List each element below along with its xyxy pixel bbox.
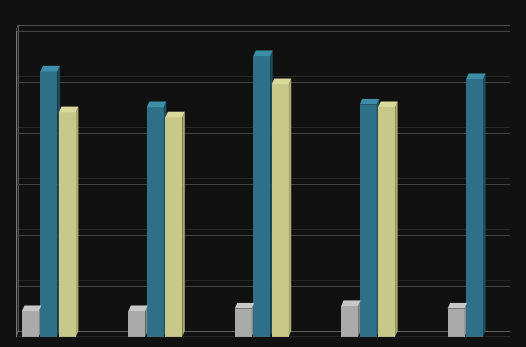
Bar: [341, 306, 358, 337]
Polygon shape: [272, 78, 291, 84]
Polygon shape: [235, 303, 254, 308]
Polygon shape: [147, 101, 166, 107]
Polygon shape: [289, 78, 291, 337]
Polygon shape: [128, 305, 148, 311]
Polygon shape: [164, 101, 166, 337]
Polygon shape: [183, 112, 185, 337]
Polygon shape: [39, 305, 42, 337]
Polygon shape: [378, 101, 398, 107]
Bar: [165, 117, 183, 337]
Polygon shape: [57, 66, 60, 337]
Polygon shape: [464, 303, 467, 337]
Bar: [272, 84, 289, 337]
Bar: [41, 71, 57, 337]
Bar: [466, 79, 483, 337]
Polygon shape: [466, 74, 485, 79]
Polygon shape: [59, 107, 78, 112]
Polygon shape: [395, 101, 398, 337]
Bar: [360, 104, 377, 337]
Bar: [147, 107, 164, 337]
Polygon shape: [358, 301, 361, 337]
Polygon shape: [145, 305, 148, 337]
Polygon shape: [76, 107, 78, 337]
Bar: [59, 112, 76, 337]
Polygon shape: [254, 51, 272, 56]
Polygon shape: [448, 303, 467, 308]
Polygon shape: [360, 99, 379, 104]
Bar: [235, 308, 252, 337]
Polygon shape: [22, 305, 42, 311]
Bar: [448, 308, 464, 337]
Bar: [128, 311, 145, 337]
Bar: [254, 56, 270, 337]
Bar: [22, 311, 39, 337]
Bar: [378, 107, 395, 337]
Polygon shape: [483, 74, 485, 337]
Polygon shape: [270, 51, 272, 337]
Polygon shape: [377, 99, 379, 337]
Polygon shape: [252, 303, 254, 337]
Polygon shape: [341, 301, 361, 306]
Polygon shape: [165, 112, 185, 117]
Polygon shape: [41, 66, 60, 71]
